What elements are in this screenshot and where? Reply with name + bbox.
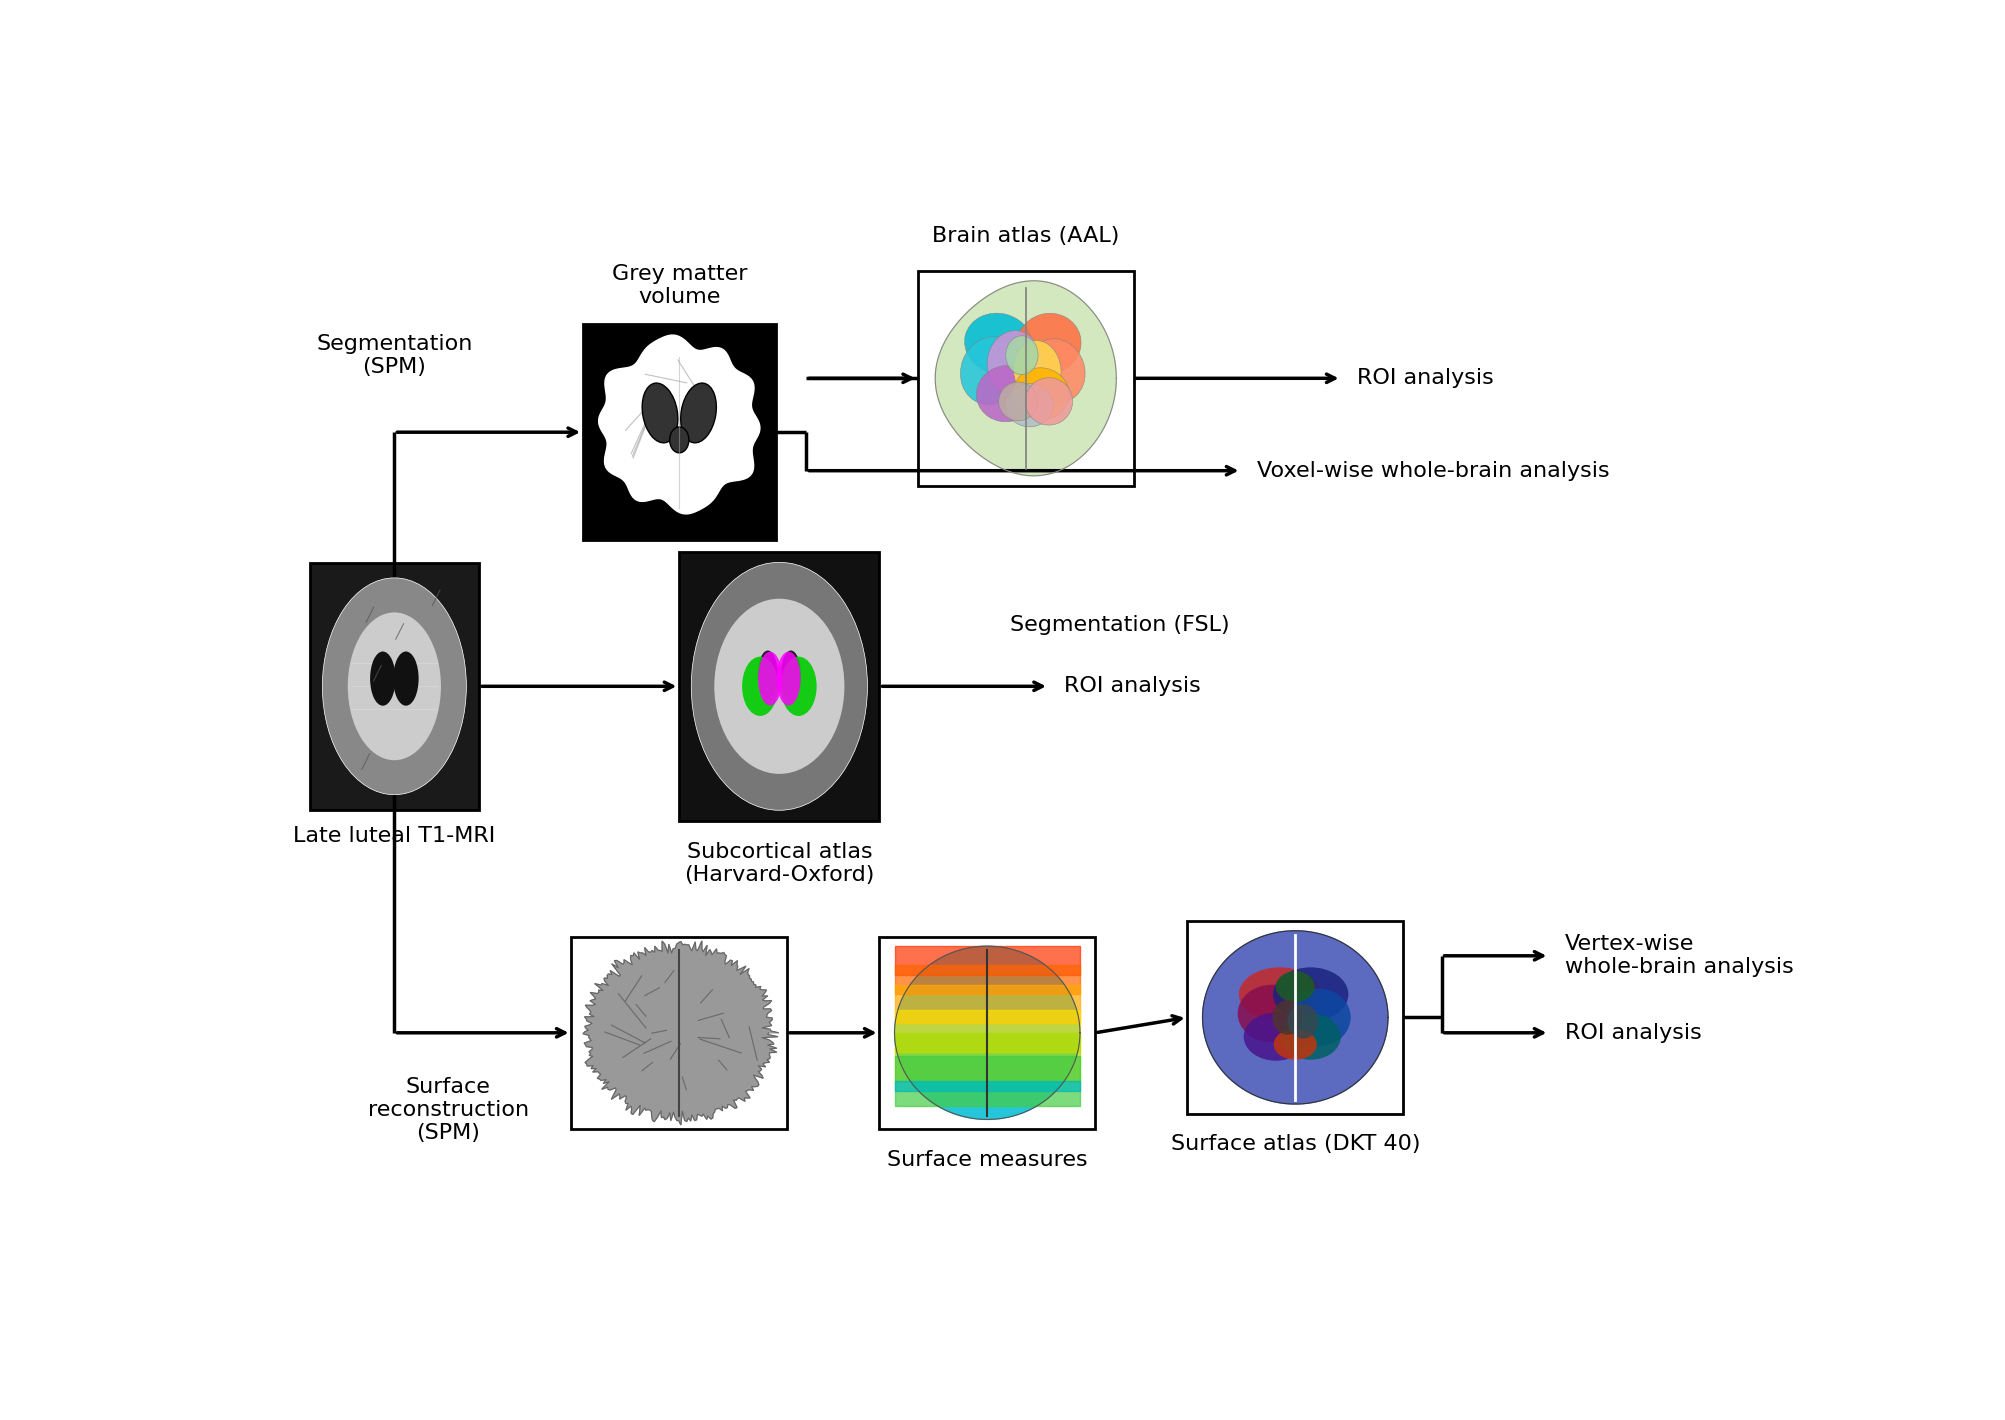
Text: Surface measures: Surface measures: [886, 1150, 1087, 1170]
Text: Brain atlas (AAL): Brain atlas (AAL): [932, 226, 1119, 246]
Ellipse shape: [742, 656, 778, 716]
Ellipse shape: [1013, 368, 1069, 420]
Ellipse shape: [1237, 984, 1305, 1042]
Text: Segmentation
(SPM): Segmentation (SPM): [317, 334, 473, 376]
Ellipse shape: [1005, 335, 1037, 375]
Ellipse shape: [1271, 1000, 1301, 1035]
Ellipse shape: [1005, 383, 1053, 427]
Ellipse shape: [1287, 1004, 1317, 1038]
Ellipse shape: [393, 652, 419, 706]
Text: Surface atlas (DKT 40): Surface atlas (DKT 40): [1171, 1135, 1420, 1154]
Text: Vertex-wise
whole-brain analysis: Vertex-wise whole-brain analysis: [1564, 934, 1792, 977]
Ellipse shape: [758, 652, 782, 706]
Ellipse shape: [323, 578, 465, 795]
Ellipse shape: [1285, 988, 1349, 1047]
Text: Late luteal T1-MRI: Late luteal T1-MRI: [293, 826, 495, 846]
Ellipse shape: [758, 650, 778, 699]
Polygon shape: [894, 946, 1079, 1119]
Polygon shape: [597, 335, 760, 514]
Text: ROI analysis: ROI analysis: [1564, 1022, 1700, 1042]
Ellipse shape: [692, 562, 866, 811]
Text: Subcortical atlas
(Harvard-Oxford): Subcortical atlas (Harvard-Oxford): [684, 842, 874, 885]
Polygon shape: [583, 941, 778, 1125]
Text: ROI analysis: ROI analysis: [1355, 368, 1494, 388]
Ellipse shape: [371, 652, 395, 706]
Bar: [1187, 922, 1401, 1113]
Text: Voxel-wise whole-brain analysis: Voxel-wise whole-brain analysis: [1257, 460, 1608, 481]
Ellipse shape: [998, 382, 1037, 420]
Ellipse shape: [1273, 1030, 1315, 1059]
Text: Segmentation (FSL): Segmentation (FSL): [1011, 615, 1229, 635]
Bar: [583, 324, 776, 540]
Ellipse shape: [780, 650, 800, 699]
Text: ROI analysis: ROI analysis: [1065, 676, 1201, 696]
Ellipse shape: [776, 652, 800, 706]
Ellipse shape: [347, 612, 441, 760]
Ellipse shape: [986, 331, 1041, 395]
Bar: [680, 551, 878, 821]
Bar: [918, 270, 1133, 486]
Bar: [878, 937, 1095, 1129]
Ellipse shape: [1273, 967, 1347, 1021]
Ellipse shape: [642, 383, 678, 443]
Ellipse shape: [1279, 1014, 1339, 1059]
Bar: [571, 937, 786, 1129]
Ellipse shape: [1025, 378, 1073, 425]
Text: Surface
reconstruction
(SPM): Surface reconstruction (SPM): [367, 1076, 529, 1143]
Ellipse shape: [1239, 967, 1319, 1021]
Ellipse shape: [780, 656, 816, 716]
Text: Grey matter
volume: Grey matter volume: [612, 264, 746, 308]
Ellipse shape: [1243, 1012, 1307, 1061]
Ellipse shape: [1275, 971, 1313, 1003]
Ellipse shape: [964, 314, 1033, 373]
Ellipse shape: [960, 337, 1021, 405]
Ellipse shape: [1017, 314, 1081, 373]
Ellipse shape: [714, 599, 844, 774]
Ellipse shape: [670, 427, 688, 453]
Bar: [309, 564, 479, 809]
Ellipse shape: [1027, 339, 1085, 402]
Polygon shape: [934, 281, 1115, 476]
Polygon shape: [1201, 930, 1387, 1103]
Ellipse shape: [680, 383, 716, 443]
Ellipse shape: [976, 365, 1037, 422]
Ellipse shape: [1013, 341, 1061, 400]
